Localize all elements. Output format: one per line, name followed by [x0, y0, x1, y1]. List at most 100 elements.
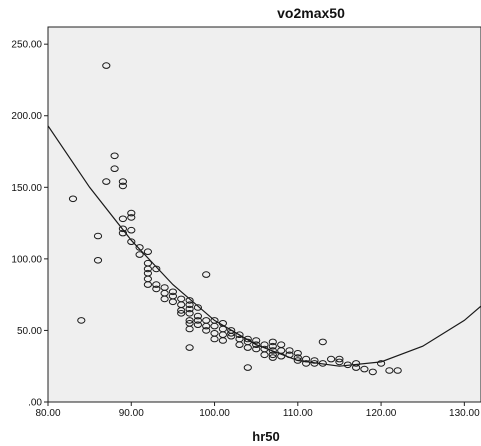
data-point [385, 367, 394, 374]
data-point [318, 360, 327, 367]
y-tick-label: 100.00 [11, 254, 42, 265]
data-point [277, 352, 286, 360]
data-point [310, 360, 319, 367]
data-point [177, 307, 186, 314]
data-point [285, 347, 294, 354]
data-point [193, 304, 202, 311]
data-point [185, 297, 194, 304]
data-point [243, 344, 252, 351]
data-point [327, 355, 336, 363]
data-point [110, 152, 119, 160]
data-point [202, 322, 211, 330]
chart-title: vo2max50 [277, 5, 345, 21]
data-point [127, 214, 136, 221]
x-axis-label: hr50 [252, 429, 279, 444]
data-point [268, 351, 277, 359]
data-point [102, 178, 111, 185]
y-tick-label: 150.00 [11, 183, 42, 194]
data-point [152, 285, 161, 293]
data-point [185, 317, 194, 324]
data-point [127, 226, 136, 234]
data-point [143, 265, 152, 273]
data-point [118, 178, 128, 185]
data-point [360, 365, 369, 373]
data-point [93, 257, 103, 264]
data-point [335, 358, 344, 366]
data-point [110, 165, 119, 172]
data-point [260, 341, 269, 349]
y-tick-label: 50.00 [17, 326, 42, 337]
data-point [393, 367, 402, 374]
data-point [227, 330, 236, 337]
data-point [135, 251, 144, 258]
data-point [293, 357, 302, 364]
data-point [302, 360, 311, 367]
data-point [352, 360, 361, 367]
data-point [235, 341, 244, 349]
data-point [93, 232, 103, 240]
data-point [293, 350, 302, 357]
data-point [185, 344, 194, 351]
data-point [235, 331, 244, 339]
data-point [118, 229, 128, 237]
x-axis: 80.00 90.00 100.00 110.00 120.00 130.00 [35, 402, 480, 419]
data-point [377, 360, 386, 367]
data-point [102, 62, 111, 69]
data-point [252, 341, 261, 349]
x-tick-label: 130.00 [449, 408, 480, 419]
data-point [268, 354, 277, 361]
x-tick-label: 100.00 [199, 408, 230, 419]
data-point [227, 332, 236, 340]
data-point [285, 351, 294, 359]
data-point [268, 338, 277, 346]
data-point [152, 281, 161, 288]
y-tick-label: 250.00 [11, 40, 42, 51]
data-point [193, 317, 202, 324]
data-point [243, 364, 252, 371]
data-point [352, 364, 361, 371]
data-point [210, 322, 219, 330]
data-point [210, 335, 219, 343]
data-point [152, 265, 161, 273]
data-point [193, 321, 202, 329]
data-point [252, 337, 261, 344]
data-point [268, 347, 277, 354]
data-point [185, 301, 194, 309]
data-point [77, 317, 86, 324]
data-point [118, 215, 128, 223]
data-point [268, 342, 277, 350]
data-point [143, 281, 152, 288]
data-point [168, 288, 177, 296]
data-point [118, 225, 128, 233]
data-point [202, 327, 211, 334]
data-point [168, 298, 177, 306]
data-point [218, 337, 227, 344]
data-point [293, 354, 302, 361]
data-point [193, 312, 202, 320]
data-point [202, 271, 211, 278]
plot-area [47, 26, 481, 403]
data-point [118, 182, 128, 190]
data-point [318, 338, 327, 346]
data-point [243, 335, 252, 343]
data-point [160, 295, 169, 303]
data-point [368, 368, 377, 376]
x-tick-label: 90.00 [119, 408, 144, 419]
data-point [343, 361, 352, 369]
data-point [335, 355, 344, 363]
y-tick-label: 200.00 [11, 111, 42, 122]
x-tick-label: 120.00 [366, 408, 397, 419]
x-tick-label: 110.00 [283, 408, 313, 419]
y-tick-label: .00 [28, 398, 42, 409]
data-point [185, 310, 194, 317]
data-point [127, 238, 136, 245]
data-point [185, 305, 194, 313]
data-marks [48, 62, 481, 376]
data-point [310, 357, 319, 364]
data-point [252, 345, 261, 353]
data-point [135, 244, 144, 251]
data-point [68, 195, 78, 203]
x-tick-label: 80.00 [35, 408, 60, 419]
data-point [185, 325, 194, 333]
